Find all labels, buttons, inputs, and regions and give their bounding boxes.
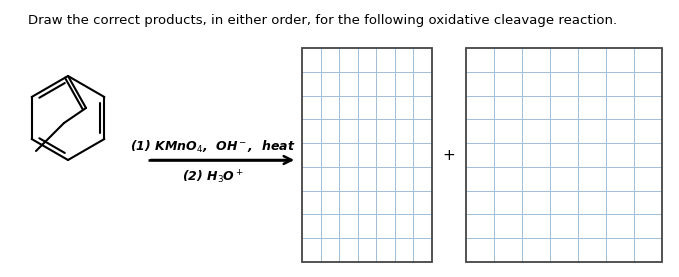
Bar (302, 48, 432, 262)
Text: (1) KMnO$_4$,  OH$^-$,  heat: (1) KMnO$_4$, OH$^-$, heat (130, 139, 296, 155)
Bar (466, 48, 662, 262)
Text: (2) H$_3$O$^+$: (2) H$_3$O$^+$ (182, 168, 244, 186)
Text: +: + (443, 147, 456, 163)
Bar (302, 48, 432, 262)
Bar (466, 48, 662, 262)
Text: Draw the correct products, in either order, for the following oxidative cleavage: Draw the correct products, in either ord… (28, 14, 617, 27)
